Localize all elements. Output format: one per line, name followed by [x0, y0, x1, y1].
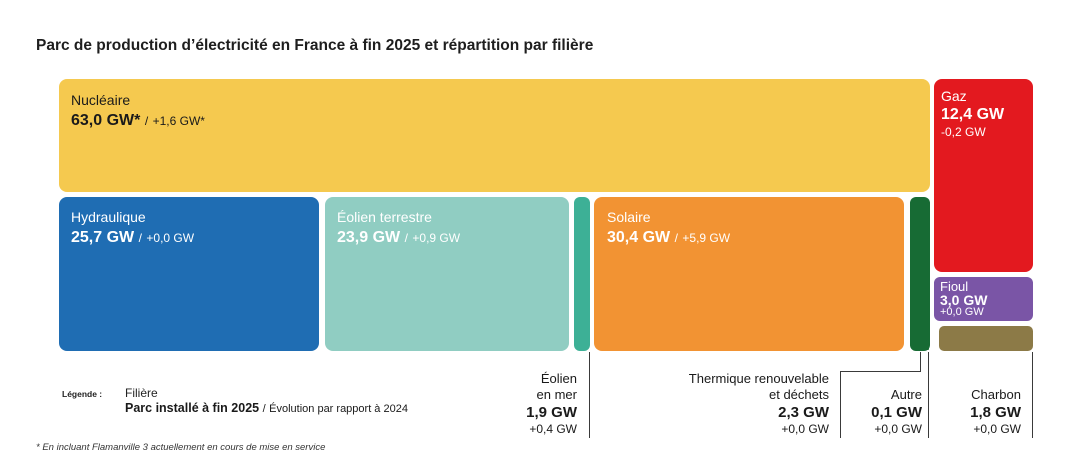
callout-evolution: +0,0 GW — [973, 422, 1021, 436]
separator: / — [674, 231, 678, 245]
leader-line-charbon — [1032, 352, 1033, 438]
tile-gaz: Gaz 12,4 GW -0,2 GW — [934, 79, 1033, 272]
callout-name: Autre — [890, 387, 922, 402]
legend-filiere: Filière — [125, 386, 158, 400]
evolution-fioul: +0,0 GW — [940, 306, 984, 318]
callout-evolution: +0,0 GW — [874, 422, 922, 436]
tile-hydraulique: Hydraulique 25,7 GW / +0,0 GW — [59, 197, 319, 351]
callout-name: et déchets — [769, 387, 829, 402]
evolution-nucleaire: +1,6 GW* — [152, 114, 205, 128]
tile-label-nucleaire: Nucléaire — [71, 92, 131, 108]
callout-value: 2,3 GW — [778, 404, 829, 421]
leader-line-eolien-en-mer — [589, 352, 590, 438]
tile-value-hydraulique: 25,7 GW / +0,0 GW — [71, 228, 194, 248]
tile-value-eolien-terrestre: 23,9 GW / +0,9 GW — [337, 228, 460, 248]
chart-title: Parc de production d’électricité en Fran… — [36, 37, 594, 54]
footnote: * En incluant Flamanville 3 actuellement… — [36, 442, 326, 453]
legend-parc-label: Parc installé à fin 2025 — [125, 401, 260, 415]
value-nucleaire: 63,0 GW* — [71, 112, 141, 129]
callout-value: 1,8 GW — [970, 404, 1021, 421]
value-hydraulique: 25,7 GW — [71, 229, 135, 246]
callout-eolien-en-mer: Éolien en mer 1,9 GW +0,4 GW — [526, 371, 577, 436]
callout-evolution: +0,0 GW — [781, 422, 829, 436]
value-fioul: 3,0 GW — [940, 292, 988, 308]
callout-autre: Autre 0,1 GW +0,0 GW — [871, 387, 922, 436]
leader-line-thermique — [840, 371, 841, 438]
tile-value-nucleaire: 63,0 GW* / +1,6 GW* — [71, 111, 205, 131]
evolution-solaire: +5,9 GW — [682, 231, 731, 245]
callout-name: en mer — [536, 387, 577, 402]
separator: / — [144, 114, 149, 128]
callout-evolution: +0,4 GW — [529, 422, 577, 436]
tile-eolien-en-mer — [574, 197, 590, 351]
tile-thermique-renouvelable — [910, 197, 930, 351]
callout-value: 0,1 GW — [871, 404, 922, 421]
legend-key: Légende : — [62, 389, 103, 399]
evolution-hydraulique: +0,0 GW — [146, 231, 195, 245]
tile-label-hydraulique: Hydraulique — [71, 209, 146, 225]
legend-evolution-label: Évolution par rapport à 2024 — [269, 403, 408, 415]
tile-label-eolien-terrestre: Éolien terrestre — [337, 209, 432, 225]
leader-line-thermique — [840, 371, 921, 372]
leader-line-thermique — [920, 352, 921, 372]
tile-autre — [926, 340, 929, 350]
tile-charbon — [939, 326, 1033, 351]
tile-value-solaire: 30,4 GW / +5,9 GW — [607, 228, 730, 248]
separator: / — [138, 231, 142, 245]
leader-line-autre — [928, 352, 929, 438]
tile-eolien-terrestre: Éolien terrestre 23,9 GW / +0,9 GW — [325, 197, 569, 351]
callout-value: 1,9 GW — [526, 404, 577, 421]
evolution-gaz: -0,2 GW — [941, 125, 986, 139]
callout-thermique: Thermique renouvelable et déchets 2,3 GW… — [689, 371, 829, 436]
separator: / — [262, 403, 266, 415]
separator: / — [404, 231, 408, 245]
evolution-eolien-terrestre: +0,9 GW — [412, 231, 461, 245]
callout-name: Charbon — [971, 387, 1021, 402]
tile-label-fioul: Fioul — [940, 279, 969, 294]
callout-name: Éolien — [540, 371, 577, 386]
value-solaire: 30,4 GW — [607, 229, 671, 246]
value-gaz: 12,4 GW — [941, 106, 1005, 123]
tile-label-solaire: Solaire — [607, 209, 651, 225]
tile-solaire: Solaire 30,4 GW / +5,9 GW — [594, 197, 904, 351]
tile-fioul: Fioul 3,0 GW +0,0 GW — [934, 277, 1033, 321]
value-eolien-terrestre: 23,9 GW — [337, 229, 401, 246]
legend-parc: Parc installé à fin 2025 / Évolution par… — [125, 401, 408, 415]
callout-charbon: Charbon 1,8 GW +0,0 GW — [970, 387, 1021, 436]
tile-nucleaire: Nucléaire 63,0 GW* / +1,6 GW* — [59, 79, 930, 192]
tile-label-gaz: Gaz — [941, 88, 967, 104]
callout-name: Thermique renouvelable — [688, 371, 829, 386]
